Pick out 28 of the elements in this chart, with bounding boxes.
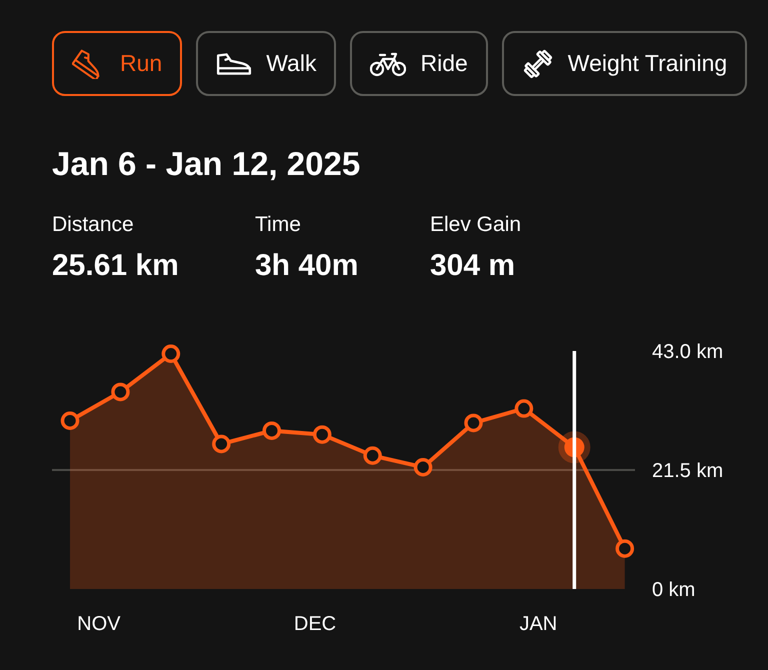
- text: Walk: [266, 50, 316, 77]
- y-tick-label: 21.5 km: [652, 460, 724, 482]
- text: 25.61 km: [52, 248, 179, 284]
- point: [616, 539, 634, 558]
- x-tick-label: DEC: [294, 613, 336, 635]
- x-tick-label: NOV: [77, 613, 122, 635]
- point: [363, 446, 382, 465]
- text: Time: [255, 212, 302, 238]
- text: Distance: [52, 212, 135, 238]
- text: Elev Gain: [430, 212, 522, 238]
- chart-title: Jan 6 - Jan 12, 2025: [52, 144, 360, 184]
- y-tick-label: 43.0 km: [652, 341, 724, 363]
- point: [514, 399, 534, 418]
- point: [162, 344, 180, 364]
- text: Ride: [420, 50, 468, 77]
- y-tick-label: 0 km: [652, 579, 696, 601]
- x-tick-label: JAN: [519, 613, 558, 635]
- point: [60, 411, 80, 430]
- text: 304 m: [430, 248, 516, 284]
- text: 3h 40m: [255, 248, 358, 284]
- point: [312, 425, 332, 444]
- point: [111, 382, 130, 402]
- text: Weight Training: [568, 50, 728, 77]
- text: Run: [120, 50, 162, 77]
- point: [212, 434, 231, 454]
- point: [414, 458, 432, 476]
- point: [464, 414, 483, 432]
- point: [262, 421, 281, 440]
